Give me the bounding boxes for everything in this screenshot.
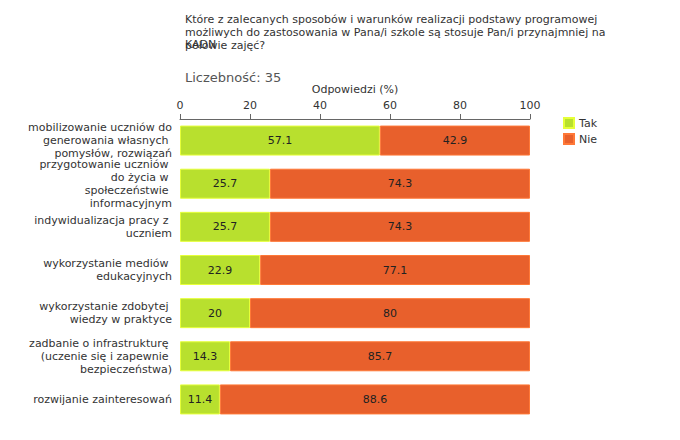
- svg-text:do życia w: do życia w: [111, 171, 172, 184]
- svg-text:informacyjnym: informacyjnym: [90, 197, 172, 210]
- svg-text:57.1: 57.1: [268, 134, 293, 147]
- svg-text:22.9: 22.9: [208, 264, 233, 277]
- svg-text:74.3: 74.3: [388, 177, 413, 190]
- svg-text:Nie: Nie: [579, 133, 597, 146]
- svg-text:przygotowanie uczniów: przygotowanie uczniów: [39, 158, 172, 171]
- svg-text:25.7: 25.7: [213, 177, 238, 190]
- svg-text:80: 80: [383, 307, 397, 320]
- svg-text:Odpowiedzi (%): Odpowiedzi (%): [312, 83, 399, 96]
- svg-text:rozwijanie zainteresowań: rozwijanie zainteresowań: [33, 393, 172, 406]
- svg-text:wykorzystanie zdobytej: wykorzystanie zdobytej: [39, 300, 172, 313]
- svg-text:pomysłów, rozwiązań: pomysłów, rozwiązań: [54, 147, 172, 161]
- svg-text:100: 100: [520, 99, 541, 112]
- svg-text:wykorzystanie mediów: wykorzystanie mediów: [43, 257, 172, 270]
- svg-text:możliwych do zastosowania w Pa: możliwych do zastosowania w Pana/i szkol…: [185, 26, 609, 39]
- svg-text:80: 80: [453, 99, 467, 112]
- svg-text:wiedzy w praktyce: wiedzy w praktyce: [70, 313, 173, 326]
- svg-text:indywidualizacja pracy z: indywidualizacja pracy z: [34, 214, 172, 227]
- svg-text:14.3: 14.3: [193, 350, 218, 363]
- svg-text:zadbanie o infrastrukturę: zadbanie o infrastrukturę: [29, 337, 172, 350]
- svg-text:60: 60: [383, 99, 397, 112]
- svg-text:Tak: Tak: [578, 117, 598, 130]
- svg-text:Które z zalecanych sposobów i: Które z zalecanych sposobów i warunków r…: [185, 13, 601, 26]
- svg-text:społeczeństwie: społeczeństwie: [85, 184, 172, 197]
- svg-text:(uczenie się i zapewnie: (uczenie się i zapewnie: [41, 350, 172, 363]
- svg-text:85.7: 85.7: [368, 350, 393, 363]
- svg-text:42.9: 42.9: [443, 134, 468, 147]
- svg-text:Liczebność: 35: Liczebność: 35: [185, 70, 281, 85]
- svg-text:0: 0: [177, 99, 184, 112]
- svg-text:20: 20: [208, 307, 222, 320]
- svg-text:25.7: 25.7: [213, 220, 238, 233]
- svg-text:edukacyjnych: edukacyjnych: [96, 270, 172, 283]
- svg-text:bezpieczeństwa): bezpieczeństwa): [80, 363, 172, 376]
- svg-text:połowie zajęć?: połowie zajęć?: [185, 39, 265, 52]
- svg-text:88.6: 88.6: [363, 393, 388, 406]
- svg-text:KADN: KADN: [185, 38, 216, 51]
- svg-text:40: 40: [313, 99, 327, 112]
- svg-text:uczniem: uczniem: [126, 227, 172, 240]
- svg-text:generowania własnych: generowania własnych: [39, 134, 172, 147]
- svg-text:mobilizowanie uczniów do: mobilizowanie uczniów do: [28, 121, 172, 134]
- svg-text:11.4: 11.4: [188, 393, 213, 406]
- svg-text:77.1: 77.1: [383, 264, 408, 277]
- svg-text:20: 20: [243, 99, 257, 112]
- svg-text:74.3: 74.3: [388, 220, 413, 233]
